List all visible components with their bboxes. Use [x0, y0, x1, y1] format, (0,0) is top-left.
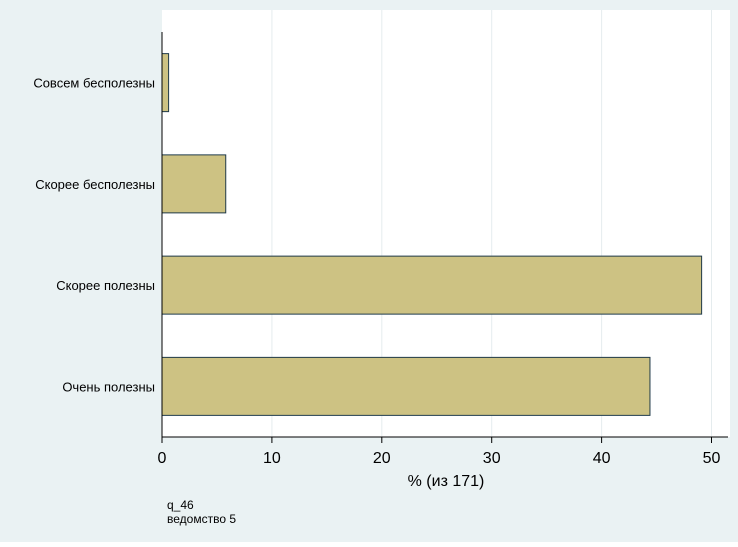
category-label: Совсем бесполезны	[33, 76, 155, 91]
x-tick-label: 30	[483, 450, 501, 467]
category-label: Скорее полезны	[56, 278, 155, 293]
bars	[161, 53, 703, 416]
x-axis-ticks: 0 10 20 30 40 50	[158, 437, 721, 467]
category-labels: Совсем бесполезны Скорее бесполезны Скорее…	[33, 76, 155, 395]
note-variable: q_46	[167, 498, 194, 512]
note-subset: ведомство 5	[167, 512, 236, 526]
x-tick-label: 20	[373, 450, 391, 467]
x-tick-label: 0	[158, 450, 167, 467]
bar	[161, 154, 227, 214]
x-tick-label: 10	[263, 450, 281, 467]
bar	[161, 356, 651, 416]
category-label: Очень полезны	[62, 379, 155, 394]
x-tick-label: 40	[593, 450, 611, 467]
category-label: Скорее бесполезны	[35, 177, 155, 192]
bar	[161, 255, 703, 315]
x-tick-label: 50	[703, 450, 721, 467]
x-axis-title: % (из 171)	[408, 473, 485, 490]
bar	[161, 53, 170, 113]
